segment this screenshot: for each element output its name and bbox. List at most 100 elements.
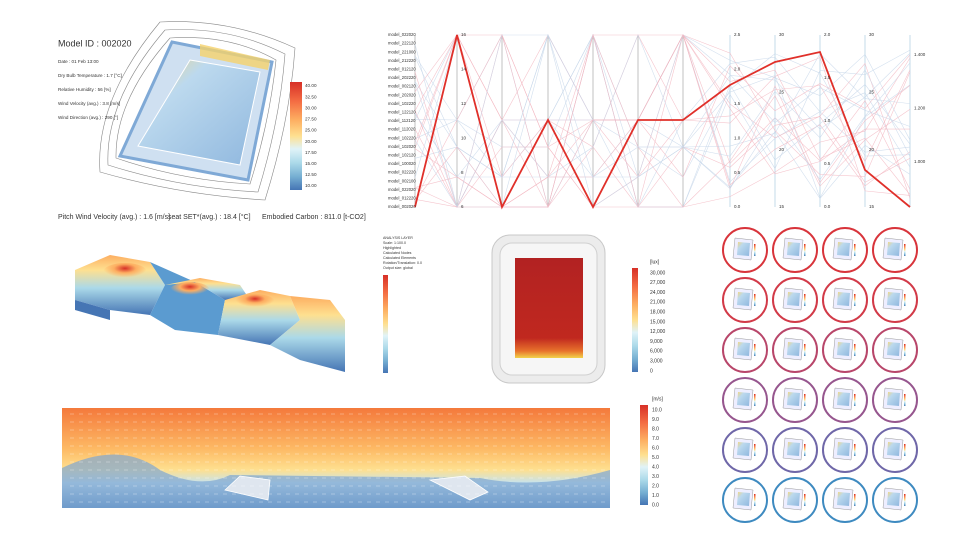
stadium-wireframe [99, 21, 296, 201]
axis-tick: 2.0 [824, 32, 831, 37]
axis-tick: 16 [461, 32, 467, 37]
model-line [414, 33, 911, 208]
lux-label: 6,000 [650, 349, 663, 355]
model-label: model_002100 [388, 178, 416, 183]
lux-label: 9,000 [650, 339, 663, 345]
temp-label: 17.50 [305, 150, 317, 155]
lux-scale [632, 268, 638, 372]
analysis-note: Rotation/Translation: 0.0 [383, 261, 422, 265]
model-label: model_022020 [388, 187, 416, 192]
axis-tick: 15 [779, 204, 785, 209]
axis-tick: 0.0 [734, 204, 741, 209]
summary: Embodied Carbon : 811.0 [t-CO2] [262, 214, 366, 221]
axis-tick: 25 [779, 90, 785, 95]
temp-label: 40.00 [305, 83, 317, 88]
model-label: model_202220 [388, 75, 416, 80]
model-label: model_102020 [388, 144, 416, 149]
temperature-scale [290, 82, 302, 190]
lux-label: 27,000 [650, 280, 666, 286]
stadium-section [224, 475, 489, 501]
model-label: model_002020 [388, 204, 416, 209]
axis-tick: 1.5 [734, 101, 741, 106]
model-line [414, 34, 911, 208]
temp-label: 10.00 [305, 183, 317, 188]
temp-label: 25.00 [305, 128, 317, 133]
hot-edge [200, 44, 270, 70]
wind-unit: [m/s] [652, 396, 663, 402]
model-label: model_012120 [388, 67, 416, 72]
axis-tick: 0.0 [824, 204, 831, 209]
model-label: model_102120 [388, 153, 416, 158]
axis-tick: 1.200 [914, 106, 926, 111]
axis-tick: 2.5 [734, 32, 741, 37]
summary: seat SET*(avg.) : 18.4 [°C] [168, 213, 251, 221]
summary: Pitch Wind Velocity (avg.) : 1.6 [m/s] [58, 214, 170, 221]
temp-label: 15.00 [305, 161, 317, 166]
lux-label: 21,000 [650, 300, 666, 306]
wind-scale [640, 405, 648, 505]
model-line [414, 34, 911, 208]
lux-unit: [lux] [650, 259, 660, 265]
model-line [414, 33, 911, 208]
temp-label: 27.50 [305, 117, 317, 122]
lux-label: 3,000 [650, 359, 663, 365]
model-line [414, 33, 911, 208]
axis-tick: 20 [869, 147, 875, 152]
model-label: model_022220 [388, 170, 416, 175]
temp-label: 30.00 [305, 105, 317, 110]
temp-label: 12.50 [305, 172, 317, 177]
model-line [414, 34, 911, 208]
axis-tick: 1.5 [824, 75, 831, 80]
model-line [414, 34, 911, 178]
lux-label: 12,000 [650, 329, 666, 335]
axis-tick: 14 [461, 67, 467, 72]
condition: Date : 01 Feb 13:00 [58, 59, 99, 64]
axis-tick: 30 [779, 32, 785, 37]
model-label: model_022020 [388, 32, 416, 37]
pitch [137, 59, 261, 166]
axis-tick: 25 [869, 90, 875, 95]
wind-label: 4.0 [652, 464, 659, 470]
roof-analysis [75, 255, 345, 372]
axis-tick: 12 [461, 101, 467, 106]
stadium-top [491, 234, 606, 384]
axis-tick: 0.5 [824, 161, 831, 166]
analysis-note: Output size: global [383, 266, 413, 270]
axis-tick: 1.400 [914, 52, 926, 57]
analysis-note: Calculated Nodes [383, 251, 412, 255]
model-line [414, 34, 911, 208]
axis-tick: 1.0 [734, 135, 741, 140]
model-label: model_102220 [388, 135, 416, 140]
model-label: model_122120 [388, 110, 416, 115]
model-label: model_221000 [388, 49, 416, 54]
model-label: model_100020 [388, 161, 416, 166]
condition: Dry Bulb Temperature : 1.7 [°C] [58, 73, 122, 78]
axis-tick: 10 [461, 135, 467, 140]
wind-label: 1.0 [652, 493, 659, 499]
wind-label: 7.0 [652, 436, 659, 442]
model-label: model_212220 [388, 58, 416, 63]
condition: Wind Direction (avg.) : 290 [°] [58, 115, 118, 120]
lux-label: 30,000 [650, 270, 666, 276]
model-label: model_222120 [388, 41, 416, 46]
model-line [414, 34, 911, 208]
model-id: Model ID : 002020 [58, 38, 132, 48]
model-line [414, 33, 911, 208]
lux-label: 0 [650, 368, 653, 374]
model-line [414, 34, 911, 208]
condition: Wind Velocity (avg.) : 3.8 [m/s] [58, 101, 120, 106]
model-line [414, 34, 911, 208]
variant-grid [722, 227, 918, 523]
axis-tick: 0.5 [734, 170, 741, 175]
condition: Relative Humidity : 56 [%] [58, 87, 111, 92]
wind-label: 10.0 [652, 407, 662, 413]
axis-tick: 20 [779, 147, 785, 152]
axis-tick: 6 [461, 204, 464, 209]
wind-label: 3.0 [652, 474, 659, 480]
model-label: model_112120 [388, 118, 416, 123]
model-line [414, 33, 911, 208]
wind-label: 5.0 [652, 455, 659, 461]
model-line [414, 34, 911, 208]
model-label: model_002120 [388, 84, 416, 89]
